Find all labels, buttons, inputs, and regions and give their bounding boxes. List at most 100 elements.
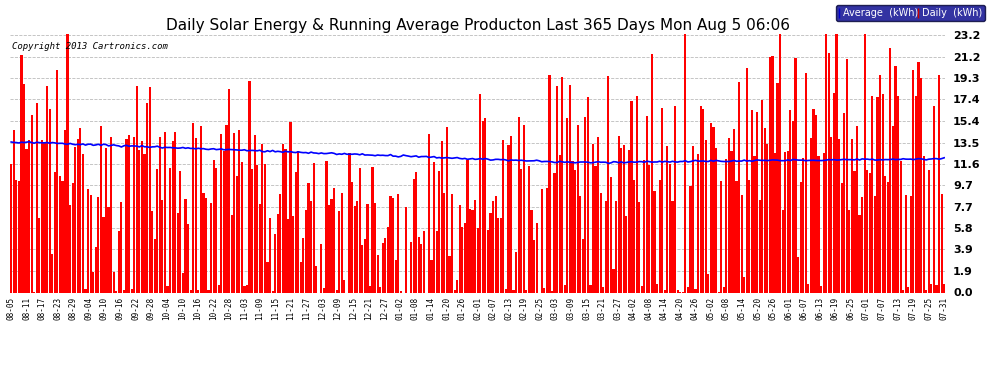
Bar: [594, 166, 597, 292]
Bar: [892, 126, 894, 292]
Bar: [266, 262, 268, 292]
Bar: [141, 141, 143, 292]
Bar: [79, 128, 81, 292]
Bar: [763, 128, 766, 292]
Bar: [174, 132, 176, 292]
Bar: [610, 177, 612, 292]
Bar: [428, 134, 430, 292]
Bar: [379, 286, 381, 292]
Bar: [787, 151, 789, 292]
Bar: [845, 59, 847, 292]
Bar: [139, 150, 141, 292]
Bar: [838, 139, 841, 292]
Bar: [813, 109, 815, 292]
Bar: [95, 247, 97, 292]
Bar: [781, 210, 784, 292]
Bar: [233, 132, 236, 292]
Bar: [241, 162, 243, 292]
Bar: [195, 138, 197, 292]
Bar: [726, 159, 728, 292]
Bar: [836, 32, 838, 292]
Bar: [289, 122, 292, 292]
Bar: [823, 153, 825, 292]
Bar: [639, 202, 641, 292]
Bar: [931, 284, 933, 292]
Bar: [576, 125, 579, 292]
Bar: [305, 210, 307, 292]
Bar: [223, 151, 225, 292]
Bar: [353, 206, 355, 292]
Bar: [302, 238, 305, 292]
Bar: [663, 290, 666, 292]
Bar: [587, 97, 589, 292]
Bar: [376, 255, 379, 292]
Bar: [161, 200, 163, 292]
Bar: [258, 204, 261, 292]
Text: Copyright 2013 Cartronics.com: Copyright 2013 Cartronics.com: [12, 42, 167, 51]
Bar: [336, 290, 338, 292]
Bar: [656, 284, 658, 292]
Bar: [292, 216, 294, 292]
Bar: [889, 48, 891, 292]
Bar: [620, 148, 623, 292]
Bar: [415, 172, 417, 292]
Bar: [218, 285, 220, 292]
Bar: [361, 246, 363, 292]
Bar: [176, 213, 179, 292]
Bar: [49, 110, 50, 292]
Bar: [738, 82, 741, 292]
Bar: [641, 286, 643, 292]
Bar: [151, 211, 153, 292]
Bar: [236, 176, 238, 292]
Bar: [251, 169, 253, 292]
Bar: [923, 156, 925, 292]
Bar: [410, 242, 412, 292]
Bar: [469, 209, 471, 292]
Bar: [733, 129, 736, 292]
Bar: [802, 158, 804, 292]
Bar: [239, 130, 241, 292]
Bar: [623, 145, 625, 292]
Bar: [897, 96, 899, 292]
Bar: [707, 273, 710, 292]
Bar: [420, 244, 423, 292]
Bar: [905, 195, 907, 292]
Bar: [244, 286, 246, 292]
Bar: [282, 144, 284, 292]
Bar: [144, 154, 146, 292]
Bar: [879, 75, 881, 292]
Bar: [363, 239, 366, 292]
Bar: [502, 140, 504, 292]
Bar: [115, 291, 118, 292]
Bar: [328, 205, 330, 292]
Bar: [15, 180, 18, 292]
Bar: [648, 165, 650, 292]
Bar: [439, 171, 441, 292]
Bar: [53, 172, 55, 292]
Bar: [756, 112, 758, 292]
Bar: [545, 188, 548, 292]
Bar: [831, 137, 833, 292]
Bar: [113, 272, 115, 292]
Bar: [531, 210, 533, 292]
Bar: [102, 217, 105, 292]
Bar: [331, 199, 333, 292]
Bar: [507, 146, 510, 292]
Bar: [36, 104, 38, 292]
Bar: [758, 200, 760, 292]
Bar: [274, 234, 276, 292]
Bar: [308, 183, 310, 292]
Bar: [253, 135, 255, 292]
Bar: [626, 216, 628, 292]
Bar: [474, 200, 476, 292]
Bar: [876, 98, 878, 292]
Bar: [584, 117, 586, 292]
Bar: [118, 231, 120, 292]
Bar: [495, 196, 497, 292]
Bar: [248, 81, 250, 292]
Bar: [692, 146, 694, 292]
Bar: [566, 118, 568, 292]
Bar: [497, 218, 499, 292]
Bar: [256, 165, 258, 292]
Bar: [200, 126, 202, 292]
